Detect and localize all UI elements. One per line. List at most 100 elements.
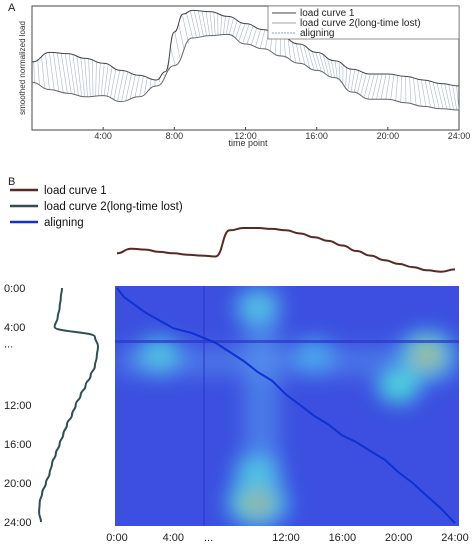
- panel-a-aligning-link: [334, 61, 338, 81]
- panel-a-aligning-link: [395, 75, 399, 101]
- panel-a-aligning-link: [428, 81, 436, 109]
- panel-a-aligning-link: [367, 73, 375, 99]
- heatmap-background: [115, 286, 459, 526]
- panel-a-aligning-link: [213, 12, 216, 36]
- panel-b: 0:00 4:00... 12:00 16:00 20:00 24:00 0:00 4:00.…: [4, 185, 469, 544]
- panel-b-ytick-label: 12:00: [4, 400, 32, 412]
- panel-a-aligning-link: [88, 59, 91, 97]
- panel-a-aligning-link: [456, 85, 460, 111]
- panel-a-aligning-link: [182, 15, 189, 44]
- panel-a-aligning-link: [338, 62, 341, 83]
- panel-a-aligning-link: [299, 44, 306, 66]
- panel-a-aligning-link: [178, 23, 185, 51]
- panel-b-ytick-label: 0:00: [4, 283, 25, 295]
- panel-a-aligning-link: [60, 53, 68, 94]
- panel-a-xtick-label: 16:00: [305, 131, 328, 141]
- panel-b-load-curve-2: [38, 287, 100, 523]
- panel-a-aligning-link: [223, 15, 226, 35]
- panel-b-xtick-label: 24:00: [441, 532, 469, 544]
- panel-b-legend: load curve 1 load curve 2(long-time lost…: [10, 185, 183, 229]
- panel-a-aligning-link: [250, 27, 258, 46]
- panel-a-aligning-link: [255, 28, 262, 47]
- panel-a-aligning-link: [235, 21, 242, 39]
- panel-a-xtick-label: 24:00: [448, 131, 471, 141]
- panel-a-aligning-link: [190, 11, 197, 38]
- panel-a-legend: load curve 1 load curve 2(long-time lost…: [267, 5, 460, 40]
- panel-a-aligning-link: [436, 82, 444, 110]
- panel-a-aligning-link: [53, 52, 60, 92]
- panel-a-aligning-link: [76, 56, 82, 97]
- panel-a-legend-label-3: aligning: [300, 28, 334, 39]
- panel-a-aligning-link: [444, 84, 451, 110]
- panel-a-aligning-link: [390, 74, 395, 100]
- panel-a-aligning-link: [205, 11, 210, 36]
- panel-a-aligning-link: [201, 11, 207, 37]
- panel-a-aligning-link: [417, 78, 422, 106]
- panel-a-aligning-link: [197, 10, 204, 37]
- panel-a-aligning-link: [170, 47, 176, 65]
- heatmap-row-discontinuity: [115, 340, 459, 343]
- panel-a-aligning-link: [80, 57, 85, 97]
- panel-a-aligning-link: [315, 51, 322, 73]
- panel-b-xtick-label: 16:00: [329, 532, 357, 544]
- panel-a-xtick-label: 20:00: [377, 131, 400, 141]
- panel-b-ytick-label: 4:00: [4, 322, 25, 334]
- panel-a-aligning-link: [33, 61, 35, 84]
- panel-b-ytick-label: 24:00: [4, 517, 32, 529]
- panel-a-aligning-link: [56, 52, 64, 93]
- panel-a-aligning-link: [371, 73, 379, 100]
- panel-b-legend-label-2: load curve 2(long-time lost): [44, 201, 183, 213]
- panel-a-xtick-label: 12:00: [234, 131, 257, 141]
- panel-a-aligning-link: [139, 76, 144, 97]
- panel-a-aligning-link: [37, 58, 40, 86]
- panel-a-label: A: [8, 2, 16, 14]
- panel-b-xtick-label: 12:00: [272, 532, 300, 544]
- panel-a-xtick-label: 4:00: [94, 131, 112, 141]
- panel-b-line-aligning: [116, 287, 456, 524]
- panel-a-aligning-link: [95, 61, 97, 97]
- panel-a-aligning-link: [330, 59, 335, 78]
- panel-a-aligning-link: [209, 11, 213, 36]
- panel-a-xtick-label: 8:00: [166, 131, 184, 141]
- panel-a-aligning-link: [72, 54, 79, 96]
- panel-a-aligning-link: [186, 12, 193, 39]
- panel-b-ytick-label: 16:00: [4, 439, 32, 451]
- panel-a-aligning-link: [41, 56, 45, 88]
- panel-a-aligning-link: [323, 55, 329, 76]
- panel-a-aligning-link: [360, 72, 367, 96]
- panel-a-aligning-link: [228, 18, 234, 36]
- panel-a-aligning-link: [45, 54, 50, 90]
- panel-a-aligning-link: [193, 10, 201, 37]
- panel-b-xtick-label: 20:00: [385, 532, 413, 544]
- panel-a-aligning-link: [92, 60, 94, 97]
- panel-b-xtick-label: ...: [204, 532, 213, 544]
- panel-b-legend-label-1: load curve 1: [44, 185, 107, 197]
- panel-a-aligning-link: [420, 79, 427, 107]
- heatmap-hot-spots: [117, 288, 458, 526]
- panel-a-aligning-link: [452, 85, 457, 110]
- panel-a: smoothed normalized load time point 4:00…: [18, 5, 471, 148]
- panel-a-aligning-link: [440, 83, 448, 110]
- panel-a-aligning-link: [64, 53, 72, 94]
- panel-a-aligning-link: [225, 17, 230, 35]
- panel-a-legend-label-2: load curve 2(long-time lost): [300, 18, 421, 29]
- panel-a-aligning-link: [238, 23, 246, 41]
- heatmap-spot: [381, 371, 416, 400]
- panel-a-aligning-link: [311, 49, 319, 71]
- panel-b-xtick-label: 4:00: [163, 532, 184, 544]
- heatmap-band: [243, 288, 279, 522]
- panel-b-line-load-curve-1: [116, 227, 456, 273]
- panel-a-aligning-link: [413, 77, 417, 105]
- panel-a-aligning-link: [220, 14, 222, 35]
- panel-a-aligning-link: [347, 68, 352, 89]
- panel-a-aligning-link: [385, 74, 391, 100]
- panel-a-aligning-link: [307, 48, 315, 70]
- panel-a-aligning-link: [121, 72, 129, 102]
- panel-a-aligning-link: [259, 30, 266, 49]
- panel-a-legend-box: [267, 5, 460, 40]
- heatmap-col-discontinuity: [203, 286, 205, 526]
- panel-b-ytick-label: ...: [4, 338, 13, 350]
- panel-a-legend-label-1: load curve 1: [300, 8, 355, 19]
- panel-a-aligning-link: [283, 38, 286, 58]
